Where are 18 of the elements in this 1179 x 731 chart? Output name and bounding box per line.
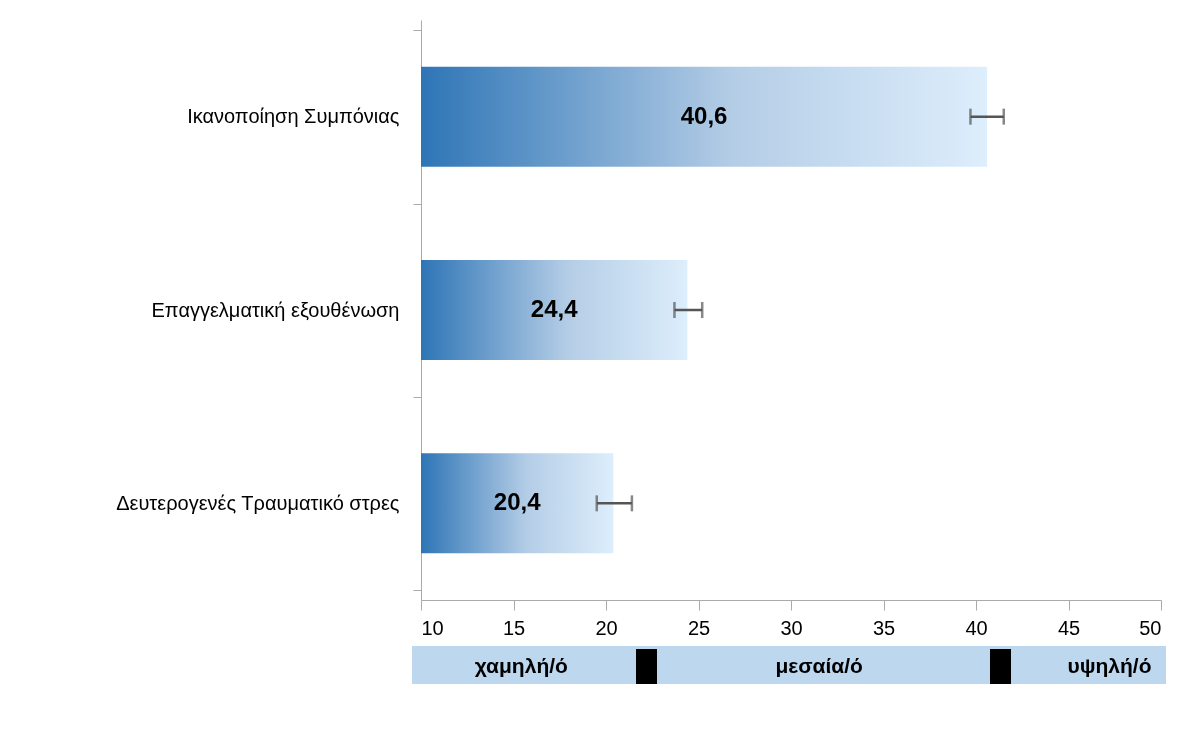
x-tick-label: 35 (872, 616, 896, 639)
x-tick-label: 45 (1057, 616, 1081, 639)
data-label: 20,4 (493, 488, 542, 516)
x-tick-label: 40 (965, 616, 988, 639)
x-tick-label: 20 (595, 616, 618, 639)
data-label: 40,6 (680, 101, 728, 129)
x-tick-label: 10 (421, 616, 444, 639)
text: χαμηλή/ό (474, 654, 568, 678)
x-tick-label: 15 (502, 616, 526, 639)
data-label: 24,4 (530, 295, 579, 322)
text: υψηλή/ό (1067, 654, 1152, 678)
y-tick-label: Δευτερογενές Τραυματικό στρες (116, 491, 400, 514)
y-tick-label: Ικανοποίηση Συμπόνιας (187, 105, 400, 128)
text: μεσαία/ό (775, 654, 863, 678)
y-tick-label: Επαγγελματική εξουθένωση (151, 298, 400, 321)
x-tick-label: 30 (780, 616, 803, 639)
x-tick-label: 25 (687, 616, 711, 639)
x-tick-label: 50 (1139, 616, 1162, 639)
